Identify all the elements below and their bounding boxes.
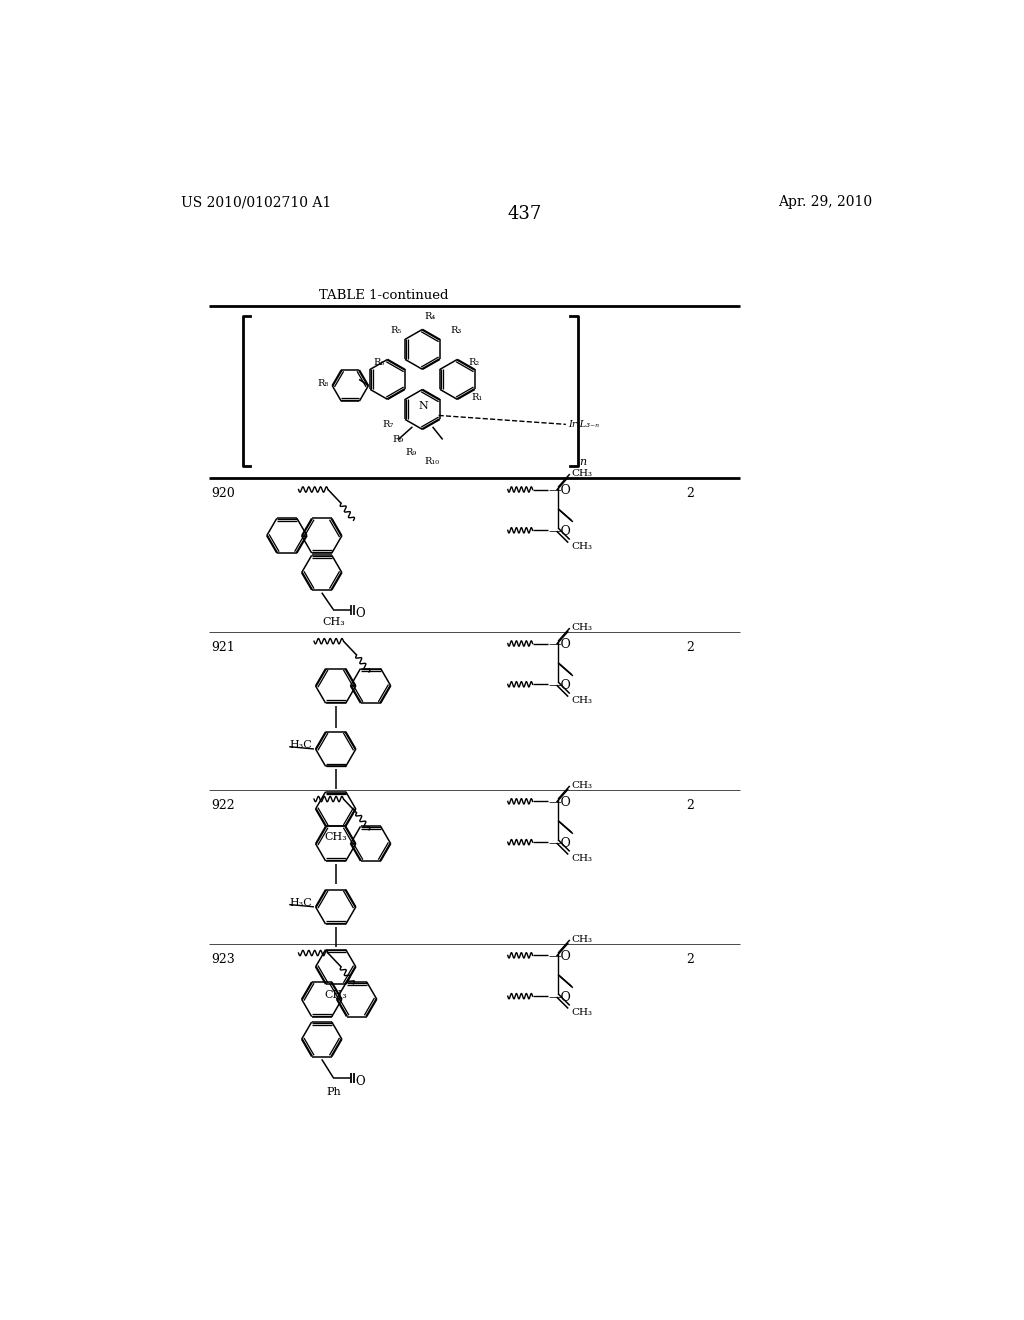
Text: 2: 2	[686, 799, 694, 812]
Text: —O: —O	[548, 638, 571, 651]
Text: —O: —O	[548, 678, 571, 692]
Text: CH₃: CH₃	[325, 990, 347, 1001]
Text: R₂: R₂	[468, 358, 479, 367]
Text: N: N	[419, 401, 428, 412]
Text: —O: —O	[548, 484, 571, 498]
Text: 922: 922	[212, 799, 236, 812]
Text: —O: —O	[548, 991, 571, 1003]
Text: O: O	[356, 1074, 366, 1088]
Text: CH₃: CH₃	[571, 470, 592, 478]
Text: 2: 2	[686, 642, 694, 655]
Text: CH₃: CH₃	[571, 543, 592, 550]
Text: US 2010/0102710 A1: US 2010/0102710 A1	[180, 195, 331, 210]
Text: CH₃: CH₃	[571, 936, 592, 944]
Text: R₁₀: R₁₀	[424, 457, 439, 466]
Text: TABLE 1-continued: TABLE 1-continued	[319, 289, 449, 302]
Text: CH₃: CH₃	[322, 618, 345, 627]
Text: R₉: R₉	[406, 447, 417, 457]
Text: 437: 437	[508, 205, 542, 223]
Text: R₁: R₁	[471, 393, 482, 403]
Text: R₆: R₆	[374, 358, 385, 367]
Text: 2: 2	[686, 953, 694, 966]
Text: Ph: Ph	[326, 1088, 341, 1097]
Text: CH₃: CH₃	[325, 832, 347, 842]
Text: O: O	[356, 607, 366, 619]
Text: R₅: R₅	[390, 326, 401, 335]
Text: 921: 921	[212, 642, 236, 655]
Text: 2: 2	[686, 487, 694, 500]
Text: 920: 920	[212, 487, 236, 500]
Text: R₉: R₉	[392, 436, 403, 445]
Text: CH₃: CH₃	[571, 696, 592, 705]
Text: Ir·L₃₋ₙ: Ir·L₃₋ₙ	[568, 420, 599, 429]
Text: R₈: R₈	[317, 379, 329, 388]
Text: CH₃: CH₃	[571, 623, 592, 632]
Text: H₃C: H₃C	[289, 898, 312, 908]
Text: H₃C: H₃C	[289, 741, 312, 750]
Text: R₃: R₃	[451, 326, 462, 335]
Text: CH₃: CH₃	[571, 781, 592, 791]
Text: CH₃: CH₃	[571, 1007, 592, 1016]
Text: n: n	[579, 457, 586, 467]
Text: CH₃: CH₃	[571, 854, 592, 863]
Text: Apr. 29, 2010: Apr. 29, 2010	[778, 195, 872, 210]
Text: R₇: R₇	[382, 420, 393, 429]
Text: 923: 923	[212, 953, 236, 966]
Text: —O: —O	[548, 525, 571, 539]
Text: R₄: R₄	[424, 313, 435, 321]
Text: —O: —O	[548, 950, 571, 964]
Text: —O: —O	[548, 837, 571, 850]
Text: —O: —O	[548, 796, 571, 809]
